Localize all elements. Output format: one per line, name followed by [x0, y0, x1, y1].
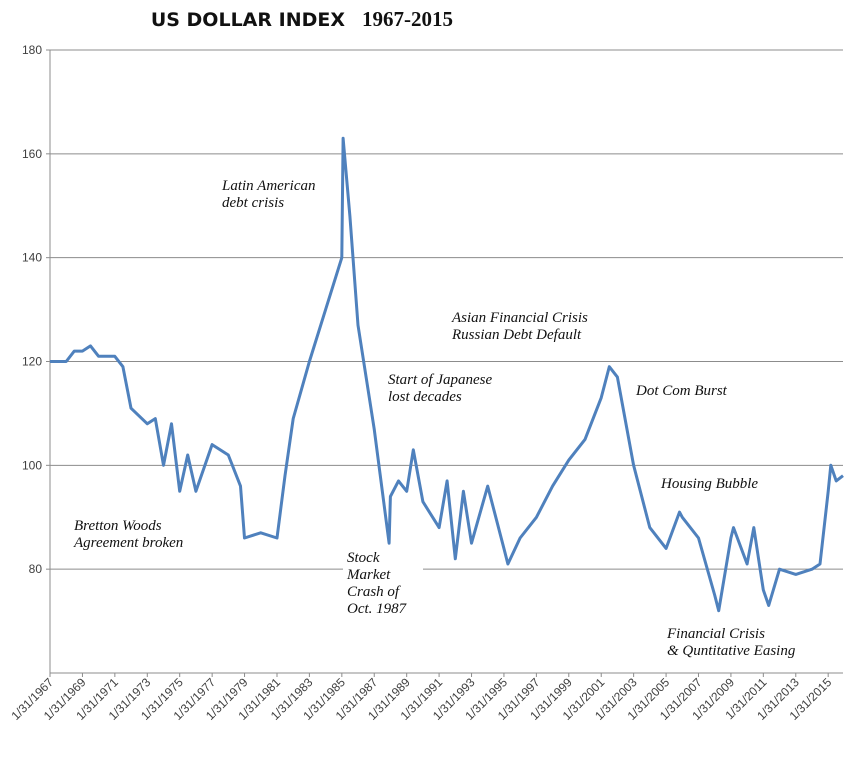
annotation-label: & Quntitative Easing — [667, 643, 796, 659]
annotation-label: Oct. 1987 — [347, 601, 408, 617]
y-tick-label: 160 — [22, 147, 42, 161]
chart-subtitle: 1967-2015 — [362, 7, 453, 31]
annotation-label: Financial Crisis — [666, 626, 765, 642]
y-axis-ticks: 80 100 120 140 160 180 — [22, 43, 50, 576]
annotation-label: Russian Debt Default — [451, 327, 582, 343]
annotation-label: Dot Com Burst — [635, 383, 728, 399]
annotation-label: Asian Financial Crisis — [451, 310, 588, 326]
annotation-label: Latin American — [221, 178, 315, 194]
dollar-index-line — [50, 136, 844, 613]
annotation-label: Housing Bubble — [660, 476, 758, 492]
annotation-label: Agreement broken — [73, 535, 183, 551]
y-tick-label: 80 — [29, 562, 43, 576]
annotation-background — [343, 546, 423, 630]
y-tick-label: 180 — [22, 43, 42, 57]
y-tick-label: 120 — [22, 355, 42, 369]
annotation-label: Market — [346, 567, 391, 583]
x-axis-ticks: 1/31/19671/31/19691/31/19711/31/19731/31… — [8, 673, 835, 723]
chart-title: US DOLLAR INDEX — [151, 9, 346, 31]
annotation-label: debt crisis — [222, 195, 284, 211]
y-tick-label: 100 — [22, 458, 42, 472]
annotation-label: Bretton Woods — [74, 518, 162, 534]
gridlines — [50, 49, 843, 570]
annotation-label: Stock — [347, 550, 380, 566]
annotation-label: lost decades — [388, 389, 462, 405]
annotation-label: Start of Japanese — [388, 372, 492, 388]
series-group — [50, 136, 844, 613]
annotation-label: Crash of — [347, 584, 401, 600]
y-tick-label: 140 — [22, 251, 42, 265]
